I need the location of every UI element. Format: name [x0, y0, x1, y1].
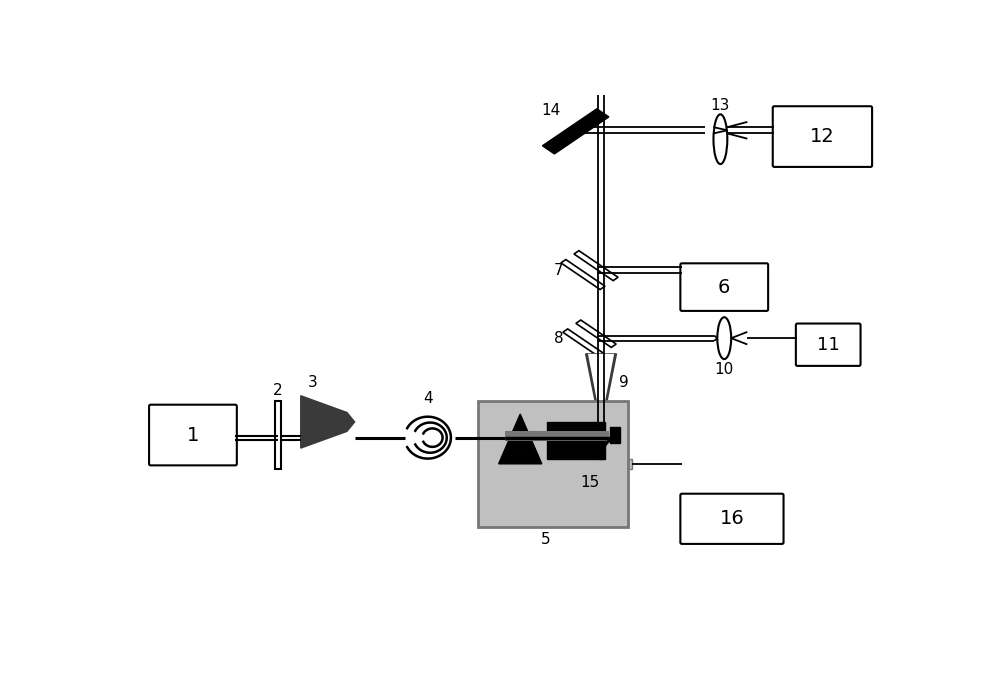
Polygon shape: [547, 422, 605, 458]
Text: 14: 14: [541, 103, 561, 118]
Text: 16: 16: [720, 509, 744, 528]
Polygon shape: [499, 414, 542, 464]
Text: 4: 4: [423, 391, 433, 406]
Polygon shape: [595, 415, 607, 454]
Text: 6: 6: [718, 277, 730, 296]
Text: 10: 10: [715, 362, 734, 377]
FancyBboxPatch shape: [610, 427, 620, 443]
Text: 13: 13: [711, 98, 730, 113]
FancyBboxPatch shape: [796, 324, 861, 366]
FancyBboxPatch shape: [547, 458, 632, 469]
FancyBboxPatch shape: [680, 494, 784, 544]
Text: 7: 7: [554, 262, 564, 277]
FancyBboxPatch shape: [478, 401, 628, 527]
Text: 12: 12: [810, 127, 835, 146]
Text: 5: 5: [540, 532, 550, 547]
Ellipse shape: [713, 114, 727, 164]
Polygon shape: [588, 354, 614, 406]
Text: 1: 1: [187, 426, 199, 445]
Polygon shape: [542, 109, 609, 154]
FancyBboxPatch shape: [773, 106, 872, 167]
Text: 8: 8: [554, 330, 564, 345]
FancyBboxPatch shape: [149, 405, 237, 465]
Text: 3: 3: [307, 375, 317, 390]
FancyBboxPatch shape: [505, 431, 609, 441]
Text: 2: 2: [273, 383, 282, 398]
FancyBboxPatch shape: [275, 401, 281, 469]
Polygon shape: [561, 260, 605, 290]
Text: 15: 15: [580, 475, 599, 490]
Polygon shape: [586, 354, 616, 420]
FancyBboxPatch shape: [680, 263, 768, 311]
Text: 11: 11: [817, 336, 840, 354]
Polygon shape: [576, 320, 616, 347]
Polygon shape: [301, 396, 355, 448]
Ellipse shape: [717, 317, 731, 359]
Polygon shape: [563, 329, 603, 356]
Polygon shape: [574, 251, 618, 281]
Text: 9: 9: [619, 375, 629, 390]
